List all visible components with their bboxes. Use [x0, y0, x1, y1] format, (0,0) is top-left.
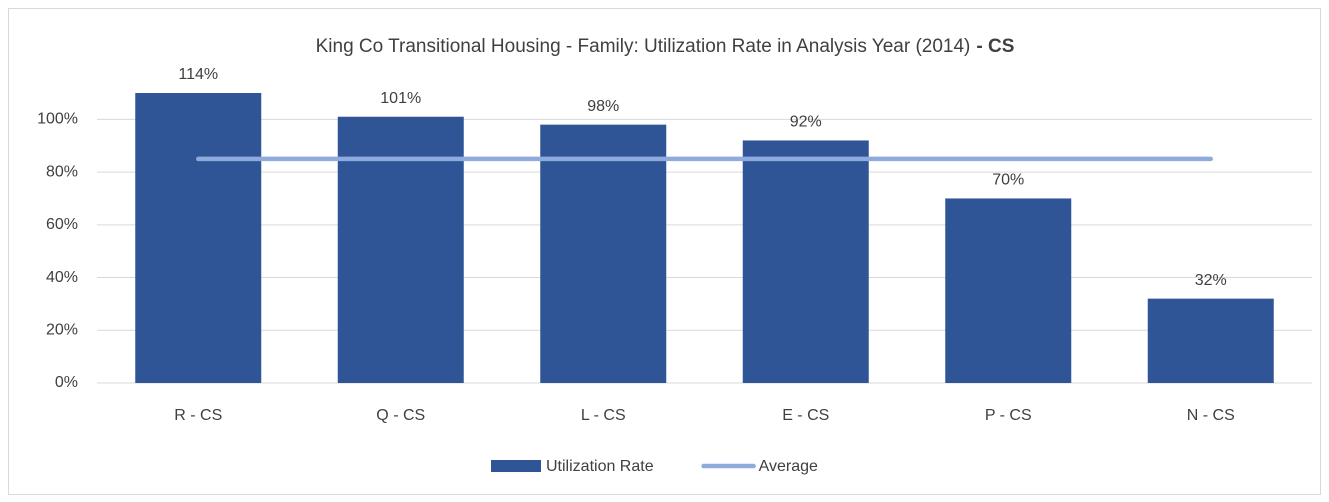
bar: [540, 124, 667, 384]
data-label: 32%: [1195, 272, 1227, 289]
data-label: 92%: [790, 114, 822, 131]
data-label: 70%: [992, 172, 1024, 189]
y-tick-label: 0%: [55, 374, 78, 391]
y-tick-label: 100%: [37, 111, 78, 128]
bar: [135, 93, 262, 384]
y-tick-label: 20%: [46, 321, 78, 338]
x-tick-label: P - CS: [985, 407, 1032, 424]
y-tick-label: 80%: [46, 163, 78, 180]
x-tick-label: N - CS: [1187, 407, 1235, 424]
legend-label: Average: [759, 458, 818, 475]
title-bold: - CS: [976, 36, 1014, 57]
x-tick-label: R - CS: [174, 407, 222, 424]
data-label: 101%: [380, 90, 421, 107]
y-tick-label: 40%: [46, 269, 78, 286]
plot-area: [135, 93, 1274, 384]
data-label: 114%: [178, 66, 218, 83]
title-text: King Co Transitional Housing - Family: U…: [316, 36, 971, 57]
x-tick-label: L - CS: [581, 407, 626, 424]
x-tick-label: Q - CS: [376, 407, 425, 424]
y-tick-label: 60%: [46, 216, 78, 233]
data-label: 98%: [587, 98, 619, 115]
bar: [742, 140, 869, 383]
x-tick-label: E - CS: [782, 407, 829, 424]
legend-label: Utilization Rate: [546, 458, 654, 475]
chart-title: King Co Transitional Housing - Family: U…: [316, 36, 1015, 57]
legend-swatch: [491, 460, 541, 472]
bar: [1147, 298, 1274, 383]
bar: [945, 198, 1072, 383]
